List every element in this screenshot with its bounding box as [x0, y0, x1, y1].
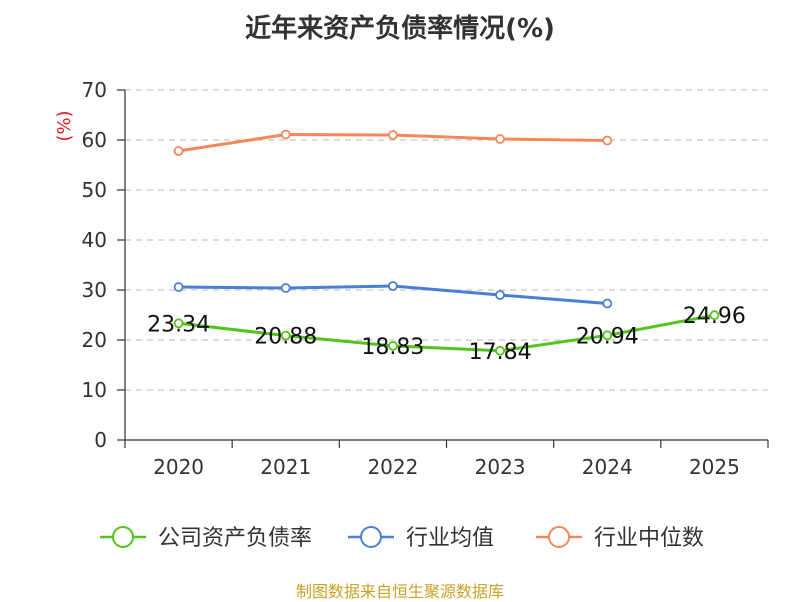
source-note: 制图数据来自恒生聚源数据库 [295, 582, 504, 601]
legend-marker [548, 526, 570, 548]
y-axis-label: (%) [54, 110, 75, 141]
x-tick-label: 2024 [582, 455, 633, 479]
y-tick-label: 30 [82, 278, 107, 302]
data-label: 17.84 [469, 340, 532, 365]
x-axis-ticks: 2020 2021 2022 2023 2024 2025 [124, 440, 769, 479]
y-tick-label: 0 [94, 428, 107, 452]
data-point [388, 130, 398, 140]
data-point [173, 282, 184, 292]
x-tick-label: 2022 [367, 455, 418, 479]
y-axis-ticks: 0 10 20 30 40 50 60 70 [82, 78, 125, 452]
data-point [280, 283, 291, 293]
data-point [602, 298, 613, 309]
data-point [495, 134, 505, 144]
y-tick-label: 20 [82, 328, 107, 352]
x-tick-label: 2023 [475, 455, 526, 479]
legend-marker [112, 526, 134, 548]
legend-label: 行业均值 [406, 526, 494, 551]
data-label: 18.83 [361, 335, 424, 360]
series-line [178, 313, 715, 353]
data-labels: 23.34 20.88 18.83 17.84 20.94 24.96 [147, 304, 746, 365]
series-layer [173, 129, 720, 356]
y-tick-label: 60 [82, 128, 107, 152]
data-label: 20.88 [254, 325, 317, 350]
legend-label: 公司资产负债率 [158, 526, 312, 551]
y-tick-label: 70 [82, 78, 107, 102]
data-point [388, 340, 398, 351]
data-point [602, 330, 613, 341]
data-point [280, 129, 291, 140]
data-point [388, 281, 398, 291]
chart-title: 近年来资产负债率情况(%) [245, 14, 555, 44]
data-point [495, 290, 505, 300]
data-label: 23.34 [147, 312, 210, 337]
y-tick-label: 50 [82, 178, 107, 202]
x-tick-label: 2020 [153, 455, 204, 479]
data-point [280, 330, 291, 341]
y-tick-label: 10 [82, 378, 107, 402]
data-point [709, 310, 720, 321]
x-tick-label: 2025 [689, 455, 740, 479]
legend-marker [360, 526, 382, 548]
legend: 公司资产负债率 行业均值 行业中位数 [100, 526, 704, 551]
data-point [602, 135, 613, 146]
legend-label: 行业中位数 [594, 526, 704, 551]
data-label: 24.96 [683, 304, 746, 329]
data-point [173, 146, 184, 156]
y-tick-label: 40 [82, 228, 107, 252]
data-label: 20.94 [576, 324, 639, 349]
axes: (%) [54, 90, 768, 441]
x-tick-label: 2021 [260, 455, 311, 479]
grid-lines [125, 89, 768, 391]
data-point [173, 318, 184, 329]
data-point [495, 345, 505, 356]
